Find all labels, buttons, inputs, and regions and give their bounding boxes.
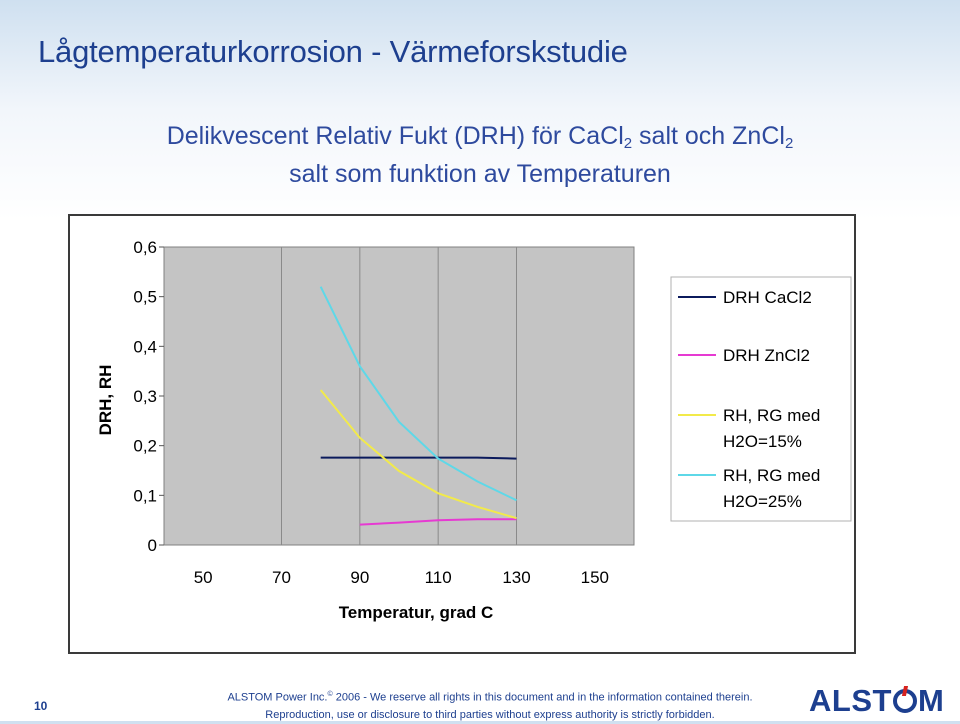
series-line-4: [319, 286, 517, 502]
chart-subtitle: Delikvescent Relativ Fukt (DRH) för CaCl…: [0, 121, 960, 189]
legend-label-2: DRH ZnCl2: [723, 346, 810, 365]
legend-label-1: DRH CaCl2: [723, 288, 812, 307]
y-tick-label: 0,5: [133, 288, 157, 307]
x-tick-label: 150: [581, 568, 609, 587]
series-line-1: [320, 456, 517, 460]
legend-label-3: H2O=15%: [723, 432, 802, 451]
page-number: 10: [34, 699, 48, 713]
x-tick-label: 90: [350, 568, 369, 587]
x-tick-label: 130: [502, 568, 530, 587]
subtitle-text-1: Delikvescent Relativ Fukt (DRH) för CaCl: [166, 122, 624, 150]
subtitle-line-2: salt som funktion av Temperaturen: [289, 160, 671, 188]
plot-area: [163, 246, 635, 546]
y-tick-label: 0,6: [133, 238, 157, 257]
copyright-line-2: Reproduction, use or disclosure to third…: [265, 708, 715, 721]
y-axis-title: DRH, RH: [96, 365, 115, 436]
copyright-prefix: ALSTOM Power Inc.: [227, 691, 328, 704]
x-tick-label: 110: [425, 568, 452, 587]
legend-label-4: RH, RG med: [723, 466, 820, 485]
x-axis-title: Temperatur, grad C: [339, 603, 494, 622]
y-tick-label: 0,2: [133, 437, 157, 456]
x-tick-label: 70: [272, 568, 291, 587]
y-tick-label: 0,1: [133, 486, 157, 505]
y-tick-label: 0: [148, 536, 157, 555]
footer-copyright: ALSTOM Power Inc.© 2006 - We reserve all…: [180, 686, 800, 724]
subtitle-line-1: Delikvescent Relativ Fukt (DRH) för CaCl…: [0, 121, 960, 159]
series-line-3: [319, 389, 517, 520]
subtitle-sub-2: 2: [784, 135, 794, 152]
copyright-line-1: ALSTOM Power Inc.© 2006 - We reserve all…: [180, 686, 800, 707]
logo-o-icon: [892, 689, 917, 713]
legend-label-3: RH, RG med: [723, 406, 820, 425]
subtitle-text-2: salt och ZnCl: [632, 122, 785, 150]
y-tick-label: 0,3: [133, 387, 157, 406]
copyright-symbol: ©: [327, 691, 333, 698]
slide-title: Lågtemperaturkorrosion - Värmeforskstudi…: [38, 34, 628, 69]
x-tick-label: 50: [194, 568, 213, 587]
y-tick-label: 0,4: [133, 337, 157, 356]
copyright-suffix: 2006 - We reserve all rights in this doc…: [332, 691, 753, 704]
logo-text-left: ALST: [809, 683, 892, 718]
legend-label-4: H2O=25%: [723, 492, 802, 511]
legend-box: [670, 276, 852, 522]
subtitle-sub-1: 2: [623, 135, 633, 152]
alstom-logo: ALST M: [809, 683, 944, 719]
series-line-2: [359, 518, 517, 526]
logo-text-right: M: [917, 683, 945, 718]
